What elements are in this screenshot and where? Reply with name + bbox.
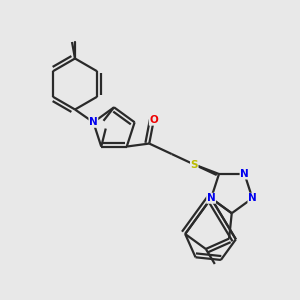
Text: O: O [149, 115, 158, 125]
Text: N: N [89, 117, 98, 127]
Text: S: S [190, 160, 198, 170]
Text: N: N [248, 193, 257, 203]
Text: N: N [240, 169, 249, 179]
Text: N: N [207, 193, 215, 203]
